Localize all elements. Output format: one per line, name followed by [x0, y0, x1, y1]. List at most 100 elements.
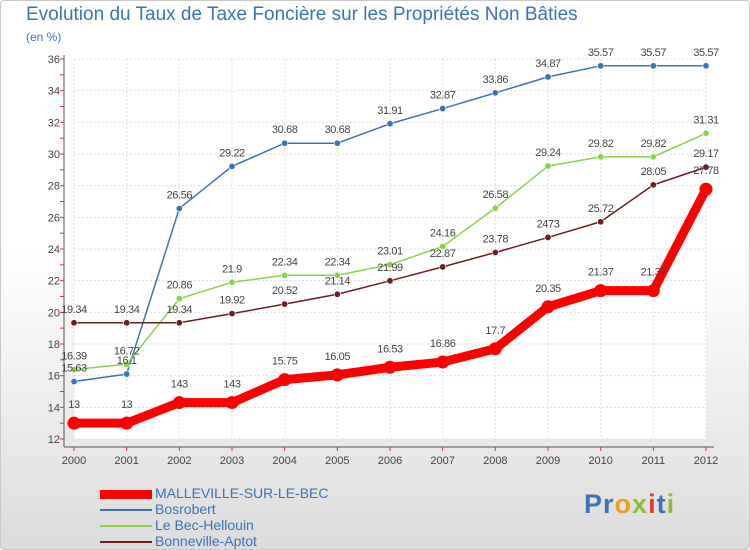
data-label: 35.57 [588, 47, 614, 59]
x-tick-label: 2010 [588, 455, 612, 467]
series-point-3 [702, 163, 710, 171]
series-point-0 [541, 300, 555, 314]
data-label: 21.14 [325, 275, 351, 287]
series-point-1 [491, 89, 499, 97]
data-label: 2473 [537, 218, 560, 230]
data-label: 30.68 [325, 124, 351, 136]
series-point-3 [386, 277, 394, 285]
legend-swatch [100, 541, 152, 543]
data-label: 31.91 [377, 105, 403, 117]
chart-title: Evolution du Taux de Taxe Foncière sur l… [26, 4, 578, 25]
series-point-2 [544, 162, 552, 170]
data-label: 35.57 [641, 47, 667, 59]
series-point-3 [175, 319, 183, 327]
data-label: 29.22 [219, 147, 245, 159]
x-tick-label: 2012 [694, 455, 718, 467]
legend-label: Bosrobert [155, 501, 216, 517]
x-tick-label: 2003 [220, 455, 244, 467]
series-point-2 [649, 153, 657, 161]
series-point-1 [123, 370, 131, 378]
series-point-3 [491, 248, 499, 256]
data-label: 13 [121, 399, 133, 411]
series-point-2 [491, 204, 499, 212]
series-point-1 [702, 62, 710, 70]
data-label: 33.86 [483, 74, 509, 86]
series-point-0 [330, 368, 344, 382]
data-label: 31.31 [693, 114, 719, 126]
logo-letter: i [648, 489, 657, 519]
data-label: 21.37 [588, 267, 614, 279]
x-tick-label: 2005 [325, 455, 349, 467]
data-label: 19.34 [61, 304, 87, 316]
data-label: 16.86 [430, 338, 456, 350]
chart-unit-label: (en %) [26, 30, 62, 44]
y-tick-label: 20 [48, 307, 60, 319]
y-tick-label: 22 [48, 276, 60, 288]
y-tick-label: 18 [48, 339, 60, 351]
series-point-0 [436, 355, 450, 369]
legend-swatch [100, 489, 152, 499]
data-label: 26.56 [167, 189, 193, 201]
series-point-1 [439, 105, 447, 113]
data-label: 30.68 [272, 124, 298, 136]
y-tick-label: 26 [48, 212, 60, 224]
data-label: 143 [223, 379, 240, 391]
x-tick-label: 2000 [62, 455, 86, 467]
y-tick-label: 36 [48, 54, 60, 66]
y-tick-label: 12 [48, 434, 60, 446]
data-label: 29.82 [641, 138, 667, 150]
data-label: 15.75 [272, 356, 298, 368]
data-label: 29.24 [535, 147, 561, 159]
series-point-1 [228, 162, 236, 170]
data-label: 19.34 [167, 304, 193, 316]
series-point-2 [439, 242, 447, 250]
y-tick-label: 34 [48, 86, 60, 98]
data-label: 20.35 [535, 283, 561, 295]
logo-letter: r [603, 489, 615, 519]
data-label: 25.72 [588, 203, 614, 215]
series-point-1 [175, 204, 183, 212]
series-point-3 [597, 218, 605, 226]
data-label: 21.9 [222, 263, 242, 275]
series-point-0 [646, 284, 660, 298]
data-label: 20.86 [167, 280, 193, 292]
logo-letter: P [584, 489, 604, 519]
data-label: 34.87 [535, 58, 561, 70]
x-tick-label: 2006 [378, 455, 402, 467]
series-point-3 [123, 319, 131, 327]
data-label: 13 [68, 399, 80, 411]
series-point-0 [278, 373, 292, 387]
series-point-0 [383, 360, 397, 374]
data-label: 28.05 [641, 166, 667, 178]
series-point-2 [333, 271, 341, 279]
series-point-1 [649, 62, 657, 70]
data-label: 23.78 [483, 233, 509, 245]
series-point-3 [333, 290, 341, 298]
series-point-0 [699, 182, 713, 196]
series-point-0 [67, 416, 81, 430]
logo-letter: i [666, 489, 676, 519]
legend-label: MALLEVILLE-SUR-LE-BEC [155, 485, 329, 501]
series-point-1 [281, 139, 289, 147]
data-label: 22.34 [325, 256, 351, 268]
data-label: 29.17 [693, 148, 719, 160]
series-point-3 [544, 233, 552, 241]
data-label: 22.34 [272, 256, 298, 268]
series-point-2 [123, 360, 131, 368]
series-point-2 [175, 295, 183, 303]
series-point-0 [594, 284, 608, 298]
legend-swatch [100, 509, 152, 511]
series-point-0 [488, 342, 502, 356]
legend-label: Bonneville-Aptot [155, 533, 257, 549]
y-tick-label: 32 [48, 117, 60, 129]
data-label: 16.05 [325, 351, 351, 363]
data-label: 16.72 [114, 345, 140, 357]
series-point-2 [228, 278, 236, 286]
x-tick-label: 2008 [483, 455, 507, 467]
x-tick-label: 2004 [272, 455, 296, 467]
series-point-3 [439, 263, 447, 271]
series-point-3 [281, 300, 289, 308]
series-point-2 [70, 365, 78, 373]
x-tick-label: 2011 [642, 455, 666, 467]
